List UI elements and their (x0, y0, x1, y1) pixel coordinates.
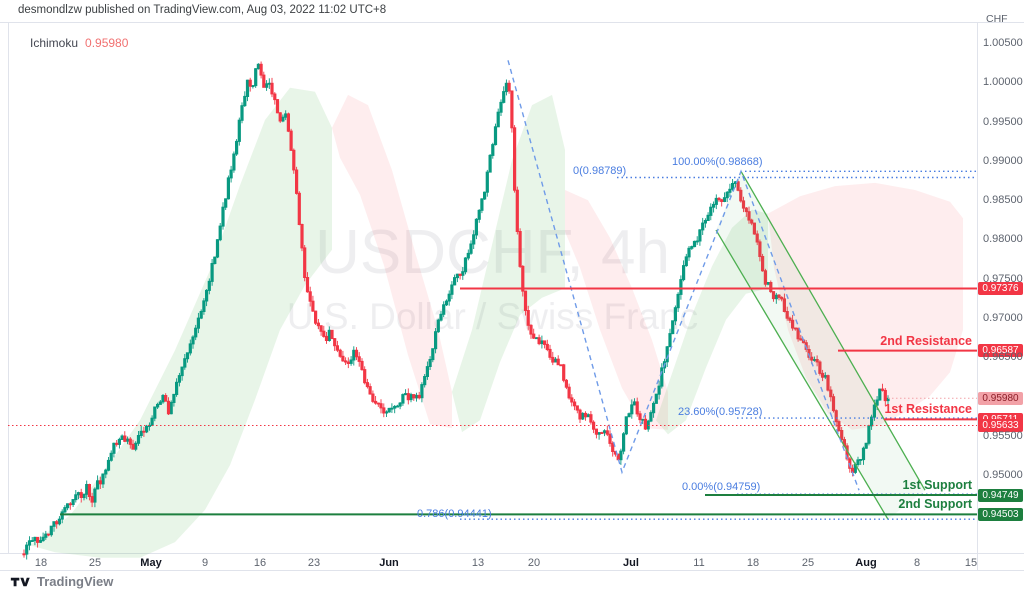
time-tick-8: 8 (913, 557, 921, 569)
time-tick-15: 15 (964, 557, 978, 569)
price-tick-0.95500: 0.95500 (983, 430, 1023, 442)
tradingview-logo[interactable]: TradingView (10, 574, 113, 589)
pane-left-border (8, 22, 9, 553)
tradingview-logo-text: TradingView (37, 574, 114, 589)
axis-currency-label: CHF (986, 13, 1008, 25)
fib-label-0[interactable]: 100.00%(0.98868) (672, 156, 763, 168)
ichimoku-cloud-red-5 (768, 182, 963, 430)
price-tick-0.97000: 0.97000 (983, 312, 1023, 324)
channel-upper-line[interactable] (740, 170, 926, 491)
time-tick-13: 13 (471, 557, 485, 569)
time-tick-25: 25 (801, 557, 815, 569)
time-tick-Aug: Aug (855, 557, 877, 569)
price-tick-0.97500: 0.97500 (983, 273, 1023, 285)
price-tick-0.98500: 0.98500 (983, 194, 1023, 206)
price-badge-0.97376: 0.97376 (978, 282, 1023, 295)
fib-label-2[interactable]: 23.60%(0.95728) (678, 406, 763, 418)
time-tick-18: 18 (746, 557, 760, 569)
price-tick-0.96500: 0.96500 (983, 351, 1023, 363)
price-tick-0.99000: 0.99000 (983, 155, 1023, 167)
2nd-resistance-label[interactable]: 2nd Resistance (880, 334, 972, 348)
price-badge-0.94503: 0.94503 (978, 508, 1023, 521)
ichimoku-cloud-red-1 (332, 94, 452, 429)
channel-lower-line[interactable] (715, 229, 889, 520)
time-tick-16: 16 (253, 557, 267, 569)
price-axis-separator (977, 22, 978, 570)
indicator-name: Ichimoku (30, 36, 79, 50)
time-tick-18: 18 (34, 557, 48, 569)
fib-label-3[interactable]: 0.00%(0.94759) (682, 481, 761, 493)
fib-label-1[interactable]: 0(0.98789) (573, 165, 627, 177)
time-tick-May: May (140, 557, 162, 569)
price-badge-0.96587: 0.96587 (978, 344, 1023, 357)
time-tick-Jun: Jun (379, 557, 399, 569)
candles-down (22, 61, 887, 558)
price-tick-0.95000: 0.95000 (983, 469, 1023, 481)
price-tick-0.98000: 0.98000 (983, 233, 1023, 245)
time-tick-9: 9 (201, 557, 209, 569)
time-axis-separator (0, 553, 1024, 554)
tradingview-logo-icon (10, 577, 30, 586)
price-tick-1.00000: 1.00000 (983, 76, 1023, 88)
candles-up (25, 63, 890, 560)
pane-top-border (0, 22, 1024, 23)
price-tick-1.00500: 1.00500 (983, 37, 1023, 49)
published-caption: desmondlzw published on TradingView.com,… (18, 4, 387, 16)
indicator-legend[interactable]: Ichimoku 0.95980 (30, 36, 128, 50)
zigzag-pattern[interactable] (507, 60, 860, 491)
time-tick-25: 25 (88, 557, 102, 569)
time-tick-23: 23 (307, 557, 321, 569)
ichimoku-cloud-green-4 (656, 209, 768, 435)
time-tick-Jul: Jul (623, 557, 639, 569)
time-tick-20: 20 (527, 557, 541, 569)
ichimoku-cloud-green-0 (30, 87, 332, 558)
price-tick-0.99500: 0.99500 (983, 116, 1023, 128)
price-badge-0.95633: 0.95633 (978, 419, 1023, 432)
time-tick-11: 11 (693, 557, 705, 569)
2nd-support-label[interactable]: 2nd Support (898, 497, 972, 511)
indicator-value: 0.95980 (85, 36, 129, 50)
1st-resistance-label[interactable]: 1st Resistance (884, 402, 972, 416)
footer-separator (0, 570, 1024, 571)
channel-fill (716, 171, 925, 520)
price-badge-0.95980: 0.95980 (978, 392, 1023, 405)
ichimoku-cloud-red-3 (565, 190, 668, 430)
price-badge-0.94749: 0.94749 (978, 489, 1023, 502)
ichimoku-cloud-green-2 (452, 94, 565, 433)
fib-label-4[interactable]: 0.786(0.94441) (417, 508, 492, 520)
1st-support-label[interactable]: 1st Support (902, 478, 972, 492)
